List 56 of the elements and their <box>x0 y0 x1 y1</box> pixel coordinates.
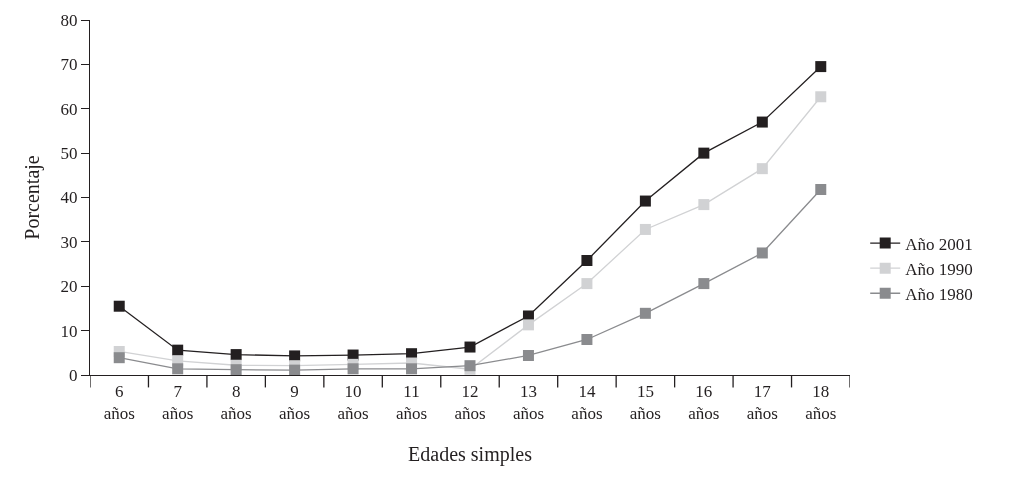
x-tick-label: 11 años <box>395 381 428 423</box>
y-tick-label: 60 <box>60 99 78 119</box>
x-tick-label: 18 años <box>805 381 837 423</box>
legend-label: Año 2001 <box>905 234 973 254</box>
x-tick-label: 12 años <box>454 381 486 423</box>
point <box>406 363 418 375</box>
point <box>815 61 827 73</box>
x-tick-label: 17 años <box>746 381 778 423</box>
y-tick-label: 10 <box>60 321 78 341</box>
y-tick-label: 40 <box>60 188 78 208</box>
point <box>698 278 710 290</box>
x-tick-label: 13 años <box>512 381 545 423</box>
point <box>815 184 827 196</box>
y-tick-label: 0 <box>68 365 78 385</box>
y-tick-label: 50 <box>60 144 78 164</box>
y-tick-label: 80 <box>60 10 78 30</box>
point <box>406 348 418 360</box>
point <box>756 116 768 128</box>
point <box>289 350 301 362</box>
point <box>172 344 184 356</box>
point <box>698 147 710 159</box>
point <box>639 195 651 207</box>
x-tick-label: 8 años <box>220 381 252 423</box>
x-tick-label: 15 años <box>629 381 661 423</box>
point <box>698 199 710 211</box>
point <box>113 300 125 312</box>
point <box>581 255 593 267</box>
point <box>230 364 242 376</box>
y-axis-title: Porcentaje <box>20 155 44 240</box>
point <box>581 334 593 345</box>
point <box>347 363 359 375</box>
point <box>815 91 827 103</box>
point <box>522 349 534 361</box>
x-tick-label: 9 años <box>279 381 311 423</box>
point <box>639 307 651 319</box>
legend-label: Año 1980 <box>905 284 973 304</box>
x-tick-label: 16 años <box>688 381 720 423</box>
legend-label: Año 1990 <box>905 259 973 279</box>
point <box>230 349 242 361</box>
x-tick-label: 14 años <box>571 381 603 423</box>
x-tick-label: 6 años <box>103 381 135 423</box>
point <box>113 352 125 364</box>
point <box>756 163 768 175</box>
point <box>639 223 651 235</box>
point <box>581 278 593 290</box>
y-tick-label: 70 <box>60 55 78 75</box>
point <box>464 341 476 353</box>
y-tick-label: 30 <box>60 232 78 252</box>
y-tick-label: 20 <box>60 277 78 297</box>
x-tick-label: 10 años <box>337 381 369 423</box>
point <box>289 364 301 376</box>
point <box>522 319 534 331</box>
x-axis-title: Edades simples <box>408 443 533 467</box>
point <box>172 363 184 375</box>
x-tick-label: 7 años <box>162 381 194 423</box>
point <box>756 247 768 259</box>
